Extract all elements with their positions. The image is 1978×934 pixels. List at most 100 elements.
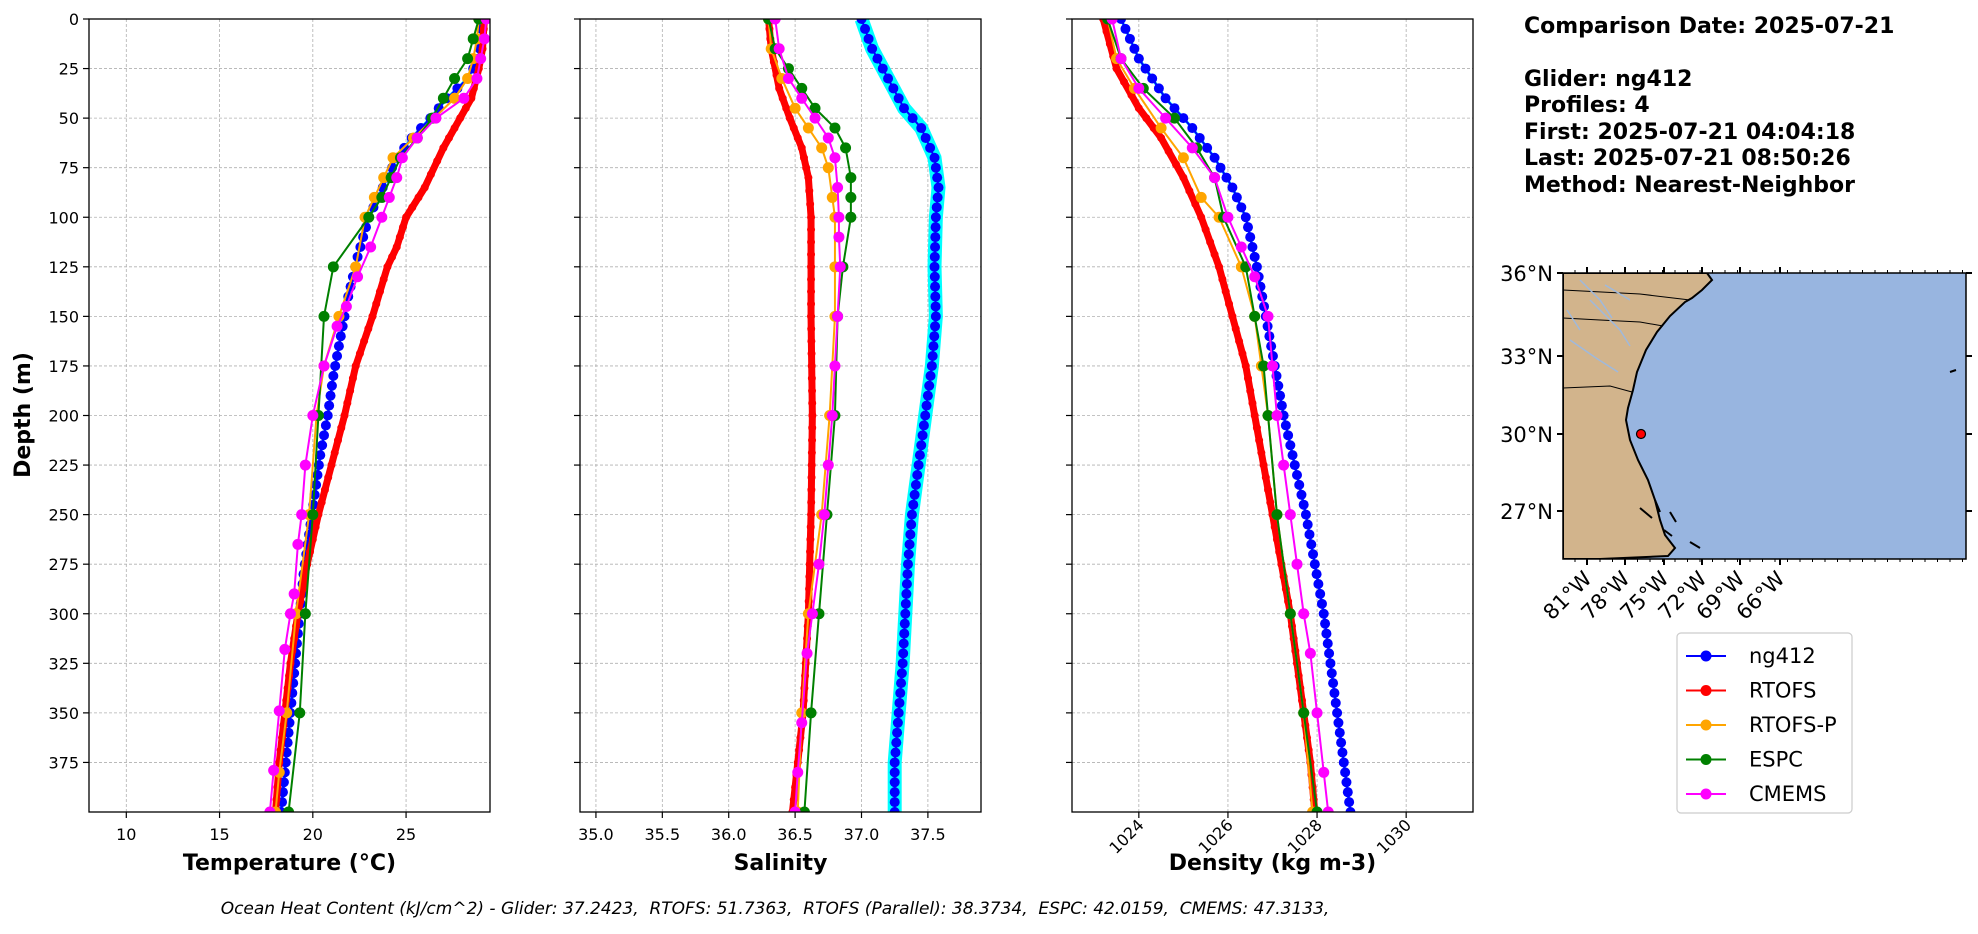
y-tick-label: 275 <box>48 555 79 574</box>
series-point-rtofs <box>782 104 791 113</box>
series-point-espc <box>307 509 319 521</box>
series-point-ng412 <box>1330 697 1341 708</box>
salinity-panel: 35.0 35.5 36.0 36.5 37.0 37.5 Salinity <box>574 18 982 876</box>
series-point-cmems <box>1267 360 1278 372</box>
series-point-rtofs <box>1191 200 1200 209</box>
x-axis-label: Temperature (°C) <box>183 851 396 876</box>
series-point-ng412 <box>932 192 943 203</box>
series-point-espc <box>462 53 474 65</box>
series-point-espc <box>327 261 339 273</box>
series-point-ng412 <box>1289 460 1300 471</box>
series-point-rtofs <box>807 374 816 383</box>
series-point-espc <box>1262 410 1274 421</box>
series-point-cmems <box>792 766 804 778</box>
series-point-rtofs <box>379 275 388 284</box>
series-point-cmems <box>806 608 818 620</box>
series-point-cmems <box>1249 271 1261 283</box>
series-line-cmems <box>774 19 842 812</box>
series-point-ng412 <box>897 658 908 669</box>
series-point-rtofs <box>1261 473 1270 482</box>
map-lat-label: 27°N <box>1500 500 1553 524</box>
series-point-rtofs <box>327 461 336 470</box>
series-point-ng412 <box>1336 737 1347 748</box>
series-point-espc <box>437 92 449 104</box>
series-point-rtofs <box>414 193 423 202</box>
series-point-rtofs <box>337 423 346 432</box>
series-point-ng412 <box>1275 390 1286 401</box>
legend-label-espc: ESPC <box>1749 748 1803 772</box>
series-point-ng412 <box>1221 172 1232 183</box>
y-tick-label: 125 <box>48 258 79 277</box>
series-point-espc <box>796 82 808 94</box>
series-point-cmems <box>796 717 808 729</box>
series-point-ng412 <box>1194 132 1205 143</box>
series-point-rtofs <box>1218 275 1227 284</box>
map-frame <box>1562 272 1967 560</box>
series-point-rtofs <box>372 299 381 308</box>
series-point-rtofs <box>808 399 817 408</box>
series-point-rtofs-p <box>333 310 345 322</box>
series-point-ng412 <box>888 83 899 94</box>
series-point-ng412 <box>324 400 335 411</box>
series-point-ng412 <box>916 123 927 134</box>
series-point-ng412 <box>1322 638 1333 649</box>
series-point-rtofs <box>1266 498 1275 507</box>
series-point-rtofs <box>808 411 817 420</box>
series-point-cmems <box>1222 211 1234 223</box>
series-point-ng412 <box>1280 420 1291 431</box>
legend-marker-espc <box>1700 754 1712 765</box>
series-point-espc <box>1258 360 1270 372</box>
series-point-espc <box>299 608 311 620</box>
series-point-cmems <box>1133 82 1145 94</box>
y-tick-label: 325 <box>48 654 79 673</box>
series-point-cmems <box>1278 459 1290 471</box>
series-point-cmems <box>769 19 781 25</box>
series-point-ng412 <box>326 380 337 391</box>
series-point-ng412 <box>1328 678 1339 689</box>
series-point-ng412 <box>1300 509 1311 520</box>
series-point-rtofs <box>807 337 816 346</box>
series-point-rtofs <box>1210 250 1219 259</box>
legend-box <box>1676 632 1853 814</box>
map-islands <box>1639 369 1957 549</box>
series-point-ng412 <box>926 360 937 371</box>
series-point-rtofs <box>1257 448 1266 457</box>
series-point-ng412 <box>906 519 917 530</box>
legend-marker-rtofs <box>1700 685 1712 696</box>
series-point-rtofs <box>807 287 816 296</box>
legend-label-rtofs: RTOFS <box>1749 679 1816 703</box>
series-point-cmems <box>430 112 442 124</box>
series-point-ng412 <box>877 63 888 74</box>
series-point-espc <box>805 707 817 719</box>
series-point-cmems <box>352 271 364 283</box>
series-point-rtofs <box>1272 535 1281 544</box>
series-point-rtofs <box>785 114 794 123</box>
legend-marker-rtofs-p <box>1700 719 1712 731</box>
series-point-cmems <box>299 459 311 471</box>
series-point-rtofs <box>276 746 285 755</box>
series-point-rtofs <box>807 473 816 482</box>
series-point-espc <box>1168 112 1180 124</box>
series-point-ng412 <box>917 430 928 441</box>
series-point-espc <box>449 72 461 84</box>
series-point-ng412 <box>929 271 940 282</box>
series-line-ng412 <box>1120 19 1352 812</box>
last-time: Last: 2025-07-21 08:50:26 <box>1524 146 1851 171</box>
series-point-ng412 <box>896 668 907 679</box>
series-point-ng412 <box>930 301 941 312</box>
series-point-rtofs <box>456 114 465 123</box>
series-point-ng412 <box>920 132 931 143</box>
series-point-rtofs <box>1225 299 1234 308</box>
series-point-ng412 <box>280 757 291 768</box>
series-point-ng412 <box>325 390 336 401</box>
series-point-ng412 <box>910 479 921 490</box>
series-point-ng412 <box>1187 123 1198 134</box>
y-tick-label: 375 <box>48 753 79 772</box>
series-point-cmems <box>396 152 408 164</box>
series-point-ng412 <box>920 410 931 421</box>
series-point-rtofs <box>807 448 816 457</box>
series-point-rtofs <box>805 186 814 195</box>
y-tick-label: 150 <box>48 307 79 326</box>
series-point-ng412 <box>1345 807 1356 812</box>
series-point-ng412 <box>932 172 943 183</box>
